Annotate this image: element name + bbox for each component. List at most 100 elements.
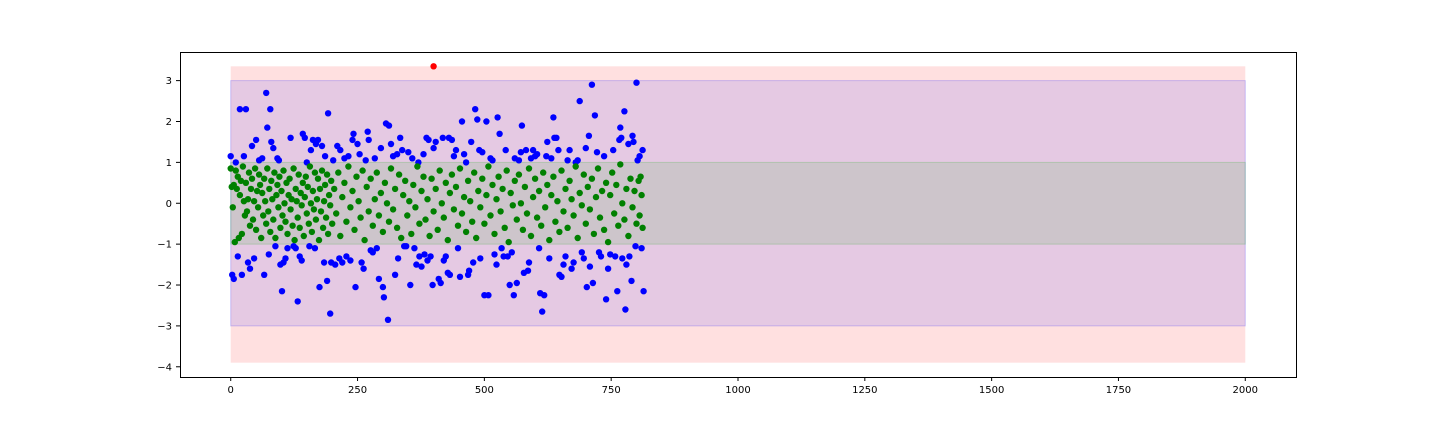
point-s0-73	[365, 136, 372, 144]
point-s0-121	[452, 146, 460, 154]
point-s1-60	[288, 196, 295, 203]
point-s1-172	[475, 187, 482, 195]
point-s0-124	[458, 118, 466, 125]
point-s0-79	[377, 144, 385, 152]
point-s1-122	[373, 169, 380, 176]
point-s1-93	[321, 181, 329, 189]
point-s1-24	[251, 165, 259, 172]
x-tick-label-4: 1000	[725, 385, 750, 396]
point-s1-157	[444, 236, 451, 244]
y-tick-label-2: 1	[166, 158, 172, 169]
point-s0-167	[539, 308, 546, 315]
point-s1-219	[570, 212, 577, 219]
point-s1-120	[369, 222, 376, 229]
point-s1-241	[615, 222, 622, 229]
point-s1-112	[353, 173, 360, 180]
point-s0-10	[246, 265, 254, 272]
point-s0-134	[477, 255, 484, 262]
point-s0-162	[529, 146, 537, 154]
point-s0-156	[518, 122, 526, 129]
y-tick-label-4: −1	[157, 240, 172, 251]
point-s0-149	[506, 281, 513, 289]
x-tick-label-0: 0	[228, 385, 234, 396]
point-s0-170	[544, 138, 551, 146]
point-s0-210	[619, 255, 626, 262]
point-s0-55	[332, 261, 339, 268]
point-s1-225	[582, 220, 589, 227]
point-s1-39	[267, 228, 274, 236]
point-s1-222	[576, 189, 583, 197]
point-s1-244	[621, 216, 628, 223]
point-s0-205	[612, 253, 619, 260]
point-s1-33	[261, 175, 268, 182]
point-s1-95	[323, 171, 331, 178]
point-s0-115	[442, 253, 449, 260]
point-s1-249	[631, 187, 638, 195]
point-s0-155	[517, 149, 525, 156]
point-s1-200	[531, 175, 539, 182]
point-s1-231	[594, 165, 602, 172]
point-s1-185	[501, 224, 508, 231]
point-s0-120	[450, 153, 458, 160]
point-s1-89	[317, 208, 325, 215]
point-s0-122	[454, 245, 462, 252]
point-s1-76	[304, 183, 311, 191]
point-s1-38	[266, 185, 273, 193]
point-s1-107	[343, 218, 350, 225]
point-s1-79	[307, 200, 315, 207]
point-s1-132	[393, 224, 401, 231]
point-s1-12	[239, 163, 247, 170]
point-s1-87	[315, 236, 323, 244]
point-s1-48	[276, 173, 283, 180]
band-2	[230, 161, 1246, 245]
point-s0-141	[491, 251, 498, 258]
point-s1-65	[293, 198, 300, 205]
point-s1-129	[387, 165, 395, 172]
x-tick-label-3: 750	[602, 385, 621, 396]
point-s1-186	[503, 167, 510, 174]
point-s1-75	[303, 210, 310, 217]
point-s1-194	[519, 226, 527, 233]
point-s0-182	[566, 146, 573, 154]
point-s0-199	[597, 253, 605, 260]
point-s0-165	[535, 245, 543, 252]
point-s1-37	[265, 208, 272, 215]
point-s1-59	[287, 206, 294, 213]
point-s1-203	[538, 222, 545, 229]
point-s0-50	[323, 277, 331, 285]
point-s1-40	[268, 177, 275, 184]
point-s1-230	[592, 193, 600, 201]
point-s1-255	[639, 224, 646, 231]
point-s1-11	[238, 230, 246, 238]
point-s0-195	[589, 279, 597, 287]
point-s0-64	[349, 136, 356, 144]
point-s1-23	[250, 198, 258, 205]
point-s0-176	[555, 146, 562, 154]
y-tick-label-0: 3	[166, 76, 172, 87]
point-s0-204	[610, 146, 617, 154]
point-s0-169	[543, 153, 550, 160]
point-s1-181	[493, 196, 500, 203]
point-s0-85	[387, 140, 395, 148]
point-s0-71	[362, 157, 369, 164]
point-s1-63	[291, 236, 298, 244]
point-s1-16	[243, 208, 251, 215]
point-s0-9	[244, 259, 252, 266]
point-s1-228	[588, 175, 596, 182]
point-s0-223	[638, 245, 645, 252]
point-s0-31	[287, 134, 294, 141]
point-s1-109	[347, 204, 354, 211]
point-s1-47	[275, 204, 282, 211]
point-s0-211	[621, 108, 628, 115]
point-s0-180	[562, 253, 569, 260]
point-s1-103	[335, 169, 342, 176]
point-s1-71	[299, 179, 306, 186]
point-s0-196	[591, 112, 599, 119]
point-s1-147	[424, 196, 431, 203]
x-tick-label-2: 500	[475, 385, 494, 396]
point-s1-142	[414, 163, 421, 170]
point-s0-181	[564, 157, 571, 164]
point-s1-52	[280, 167, 287, 174]
point-s1-135	[400, 191, 407, 199]
point-s1-215	[562, 185, 569, 193]
